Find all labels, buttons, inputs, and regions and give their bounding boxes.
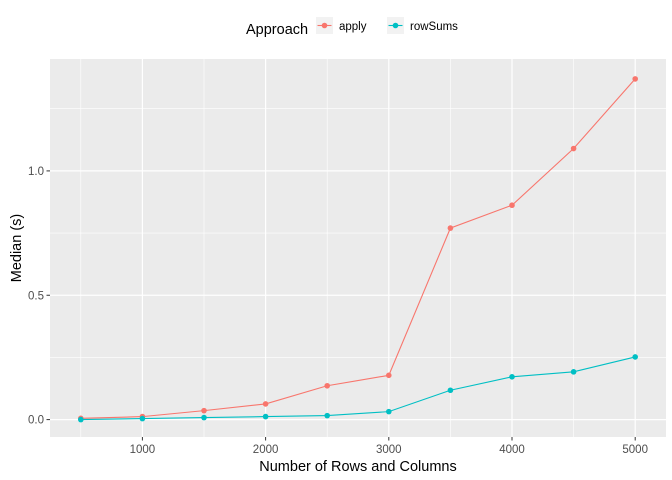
x-tick-label: 3000 [376, 444, 402, 456]
legend-title: Approach [246, 22, 308, 38]
data-point-apply [570, 145, 577, 152]
data-point-apply [447, 225, 454, 231]
x-tick-label: 2000 [253, 444, 279, 456]
series-line-rowSums [80, 356, 636, 421]
data-point-rowSums [386, 408, 392, 415]
legend-key-point-apply [321, 22, 328, 29]
y-tick-label: 1.0 [28, 166, 44, 178]
data-point-rowSums [447, 387, 454, 394]
series-line-apply [80, 78, 636, 419]
data-point-apply [386, 372, 392, 379]
data-point-rowSums [201, 414, 207, 421]
data-point-rowSums [632, 354, 638, 360]
data-point-rowSums [324, 412, 331, 419]
plot-panel [50, 59, 666, 437]
x-tick-label: 4000 [499, 444, 525, 456]
series-layer [78, 76, 638, 423]
data-point-rowSums [262, 413, 269, 420]
legend-label-rowSums: rowSums [410, 21, 458, 33]
legend-key-point-rowSums [392, 22, 399, 29]
data-point-apply [324, 382, 331, 389]
legend: Approach apply rowSums [246, 17, 458, 38]
data-point-apply [632, 76, 638, 82]
y-axis-title: Median (s) [9, 214, 25, 283]
data-point-rowSums [78, 416, 84, 423]
data-point-apply [509, 202, 515, 209]
x-tick-label: 1000 [130, 444, 156, 456]
legend-label-apply: apply [339, 21, 367, 33]
x-axis-ticks: 1000 2000 3000 4000 5000 [130, 437, 648, 456]
x-axis-title: Number of Rows and Columns [259, 459, 456, 475]
x-tick-label: 5000 [622, 444, 648, 456]
y-tick-label: 0.5 [28, 290, 44, 302]
data-point-apply [262, 401, 269, 407]
data-point-rowSums [509, 374, 515, 380]
y-axis-ticks: 0.0 0.5 1.0 [28, 166, 50, 427]
y-tick-label: 0.0 [28, 415, 44, 427]
data-point-rowSums [570, 369, 577, 375]
data-point-apply [201, 407, 207, 414]
data-point-rowSums [139, 415, 146, 422]
